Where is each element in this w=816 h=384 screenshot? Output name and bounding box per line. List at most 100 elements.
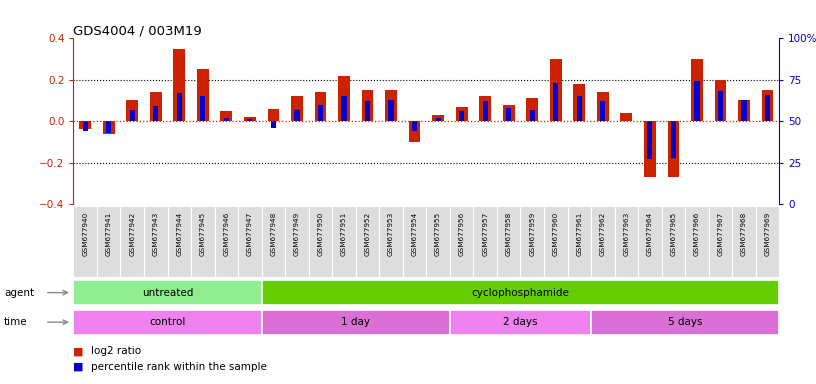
Bar (426, 206, 450, 277)
Bar (238, 206, 262, 277)
Bar (271, 121, 276, 128)
Bar (295, 109, 299, 121)
Text: GDS4004 / 003M19: GDS4004 / 003M19 (73, 24, 202, 37)
Text: GSM677941: GSM677941 (106, 212, 112, 256)
Bar (361, 90, 374, 121)
Bar (574, 84, 585, 121)
Bar (291, 96, 303, 121)
Bar (436, 118, 441, 121)
Bar (761, 90, 774, 121)
Bar (667, 121, 679, 177)
Bar (332, 206, 356, 277)
Text: GSM677959: GSM677959 (530, 212, 535, 256)
Bar (479, 96, 491, 121)
Bar (167, 206, 191, 277)
Text: GSM677957: GSM677957 (482, 212, 488, 256)
Text: 2 days: 2 days (503, 317, 538, 327)
Text: GSM677960: GSM677960 (552, 212, 559, 256)
Bar (82, 121, 88, 131)
Text: GSM677966: GSM677966 (694, 212, 700, 256)
Bar (601, 101, 605, 121)
Text: GSM677945: GSM677945 (200, 212, 206, 256)
Bar (97, 206, 121, 277)
Text: GSM677948: GSM677948 (270, 212, 277, 256)
Bar (385, 90, 397, 121)
Bar (597, 92, 609, 121)
Bar (550, 59, 561, 121)
Bar (591, 310, 779, 334)
Bar (73, 206, 97, 277)
Text: GSM677944: GSM677944 (176, 212, 182, 256)
Text: ■: ■ (73, 362, 84, 372)
Text: untreated: untreated (142, 288, 193, 298)
Bar (341, 96, 347, 121)
Bar (150, 92, 162, 121)
Bar (530, 109, 534, 121)
Bar (247, 119, 252, 121)
Bar (286, 206, 308, 277)
Text: agent: agent (4, 288, 34, 298)
Bar (126, 101, 138, 121)
Text: GSM677943: GSM677943 (153, 212, 159, 256)
Bar (338, 76, 350, 121)
Bar (620, 113, 632, 121)
Text: GSM677940: GSM677940 (82, 212, 88, 256)
Bar (459, 111, 464, 121)
Text: GSM677958: GSM677958 (506, 212, 512, 256)
Bar (567, 206, 591, 277)
Text: GSM677953: GSM677953 (388, 212, 394, 256)
Bar (262, 310, 450, 334)
Bar (732, 206, 756, 277)
Bar (694, 81, 699, 121)
Bar (262, 280, 779, 305)
Bar (318, 104, 323, 121)
Text: GSM677954: GSM677954 (411, 212, 418, 256)
Bar (144, 206, 167, 277)
Bar (200, 96, 206, 121)
Bar (662, 206, 685, 277)
Text: GSM677961: GSM677961 (576, 212, 583, 256)
Bar (356, 206, 379, 277)
Bar (73, 310, 262, 334)
Bar (224, 118, 229, 121)
Text: 5 days: 5 days (668, 317, 703, 327)
Bar (130, 109, 135, 121)
Bar (497, 206, 521, 277)
Bar (544, 206, 568, 277)
Text: GSM677967: GSM677967 (717, 212, 724, 256)
Bar (215, 206, 238, 277)
Bar (450, 206, 473, 277)
Text: cyclophosphamide: cyclophosphamide (472, 288, 570, 298)
Bar (220, 111, 233, 121)
Bar (473, 206, 497, 277)
Bar (244, 117, 255, 121)
Text: GSM677949: GSM677949 (294, 212, 300, 256)
Bar (432, 115, 444, 121)
Text: GSM677942: GSM677942 (129, 212, 135, 256)
Bar (742, 99, 747, 121)
Bar (262, 206, 286, 277)
Bar (503, 104, 515, 121)
Bar (121, 206, 144, 277)
Bar (715, 80, 726, 121)
Bar (614, 206, 638, 277)
Text: GSM677969: GSM677969 (765, 212, 770, 256)
Bar (73, 280, 262, 305)
Bar (685, 206, 708, 277)
Text: GSM677965: GSM677965 (671, 212, 676, 256)
Bar (738, 101, 750, 121)
Text: GSM677962: GSM677962 (600, 212, 605, 256)
Bar (591, 206, 614, 277)
Bar (647, 121, 653, 159)
Text: control: control (149, 317, 186, 327)
Bar (756, 206, 779, 277)
Bar (718, 91, 723, 121)
Text: GSM677950: GSM677950 (317, 212, 323, 256)
Bar (691, 59, 703, 121)
Bar (638, 206, 662, 277)
Bar (153, 106, 158, 121)
Text: log2 ratio: log2 ratio (91, 346, 141, 356)
Bar (671, 121, 676, 157)
Bar (308, 206, 332, 277)
Text: 1 day: 1 day (341, 317, 370, 327)
